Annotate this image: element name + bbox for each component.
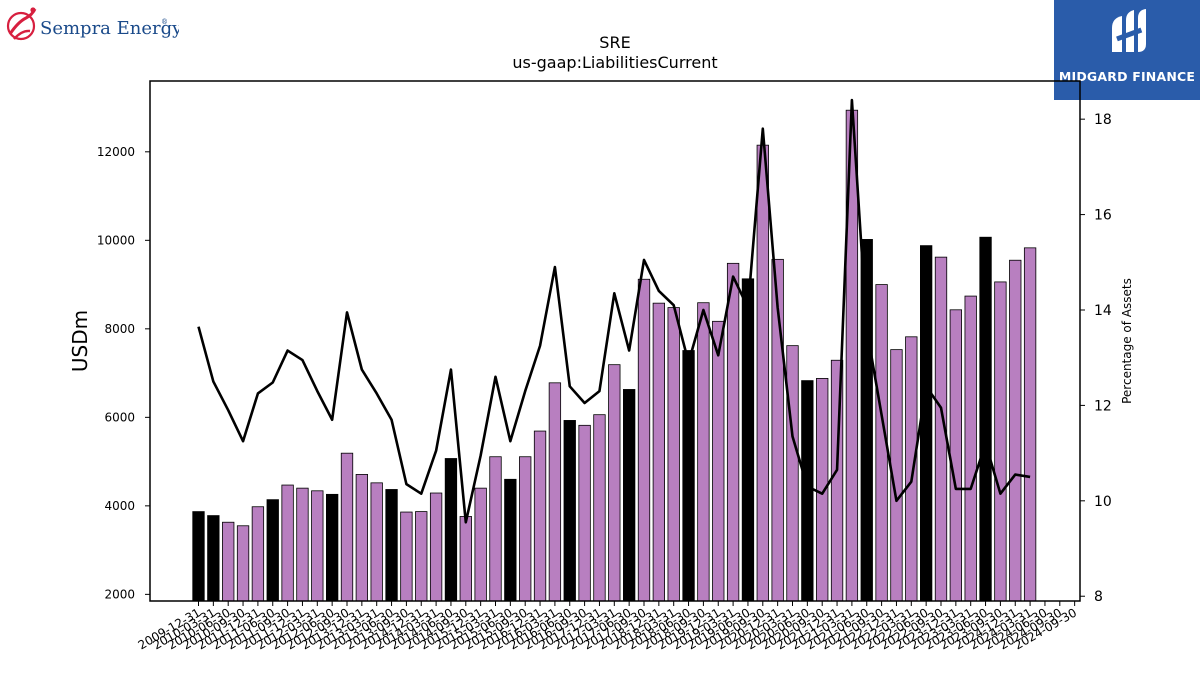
bar (979, 236, 992, 602)
bar (296, 487, 309, 602)
bar (504, 478, 517, 602)
bar (444, 458, 458, 602)
bar (578, 424, 591, 602)
bar (370, 482, 383, 602)
right-axis-ticks: 8 10 12 14 16 18 (1080, 112, 1112, 605)
sempra-energy-logo: Sempra Energy ® (4, 4, 183, 46)
bar (726, 262, 740, 602)
bar (311, 490, 324, 602)
bar (697, 302, 710, 602)
chart-title: SRE (599, 33, 630, 52)
bar-series (192, 109, 1037, 602)
bar (429, 492, 443, 602)
plot-frame (149, 80, 1081, 602)
bar (533, 430, 547, 602)
bar (207, 515, 220, 602)
sempra-logo-mark-symbol: ® (161, 18, 168, 26)
bar (905, 336, 918, 602)
midgard-finance-logo: MIDGARD FINANCE (1054, 0, 1200, 100)
bar (741, 278, 755, 602)
chart-subtitle: us-gaap:LiabilitiesCurrent (512, 53, 717, 72)
bar (355, 474, 369, 602)
y-right-tick-label: 16 (1094, 208, 1112, 224)
y-tick-label: 6000 (104, 410, 135, 424)
y-axis-label-right: Percentage of Assets (1120, 278, 1134, 404)
bar (459, 516, 472, 602)
y-tick-label: 12000 (97, 145, 135, 159)
bar (222, 521, 235, 602)
bar (637, 278, 651, 602)
bar (474, 487, 487, 602)
bar (608, 364, 621, 602)
bar (1023, 247, 1037, 602)
line-series (197, 98, 1031, 524)
bar (623, 389, 636, 602)
bar (1009, 259, 1022, 602)
midgard-logo-mark (1112, 9, 1146, 52)
bar (385, 489, 398, 602)
bar (281, 484, 294, 602)
percentage-line (197, 98, 1031, 524)
bar (489, 456, 502, 602)
bar (400, 511, 413, 602)
y-right-tick-label: 18 (1094, 112, 1112, 128)
bar (816, 377, 829, 602)
bar (652, 302, 665, 602)
bar (563, 420, 576, 602)
y-axis-label: USDm (68, 310, 92, 372)
bar (236, 525, 250, 602)
y-right-tick-label: 12 (1094, 398, 1112, 414)
bar (949, 309, 962, 602)
bar (548, 382, 562, 602)
bar (192, 511, 205, 602)
bar (964, 295, 977, 602)
bar (593, 414, 606, 602)
y-right-tick-label: 14 (1094, 303, 1112, 319)
bar (712, 320, 725, 602)
bar (682, 350, 695, 602)
bar (667, 307, 680, 602)
bar (756, 144, 769, 602)
y-tick-label: 10000 (97, 233, 135, 247)
bar (920, 245, 933, 602)
bar (994, 281, 1007, 602)
y-tick-label: 8000 (104, 322, 135, 336)
midgard-logo-text: MIDGARD FINANCE (1058, 69, 1196, 84)
bar (266, 499, 279, 602)
bar (340, 452, 354, 602)
sempra-logo-mark: Sempra Energy ® (6, 7, 183, 41)
left-axis-ticks: 2000 4000 6000 8000 10000 12000 (97, 145, 150, 601)
bar (860, 239, 873, 602)
bar (801, 380, 814, 602)
bar (325, 493, 339, 602)
bar (251, 506, 265, 602)
sempra-logo-text: Sempra Energy (40, 18, 179, 39)
bar (786, 345, 799, 602)
bar (519, 456, 532, 602)
y-tick-label: 4000 (104, 499, 135, 513)
y-right-tick-label: 8 (1094, 589, 1103, 605)
y-right-tick-label: 10 (1094, 494, 1112, 510)
bar (415, 511, 428, 602)
x-axis-ticks: 2009-12-312010-03-312010-06-302010-09-30… (136, 601, 1079, 652)
y-tick-label: 2000 (104, 587, 135, 601)
